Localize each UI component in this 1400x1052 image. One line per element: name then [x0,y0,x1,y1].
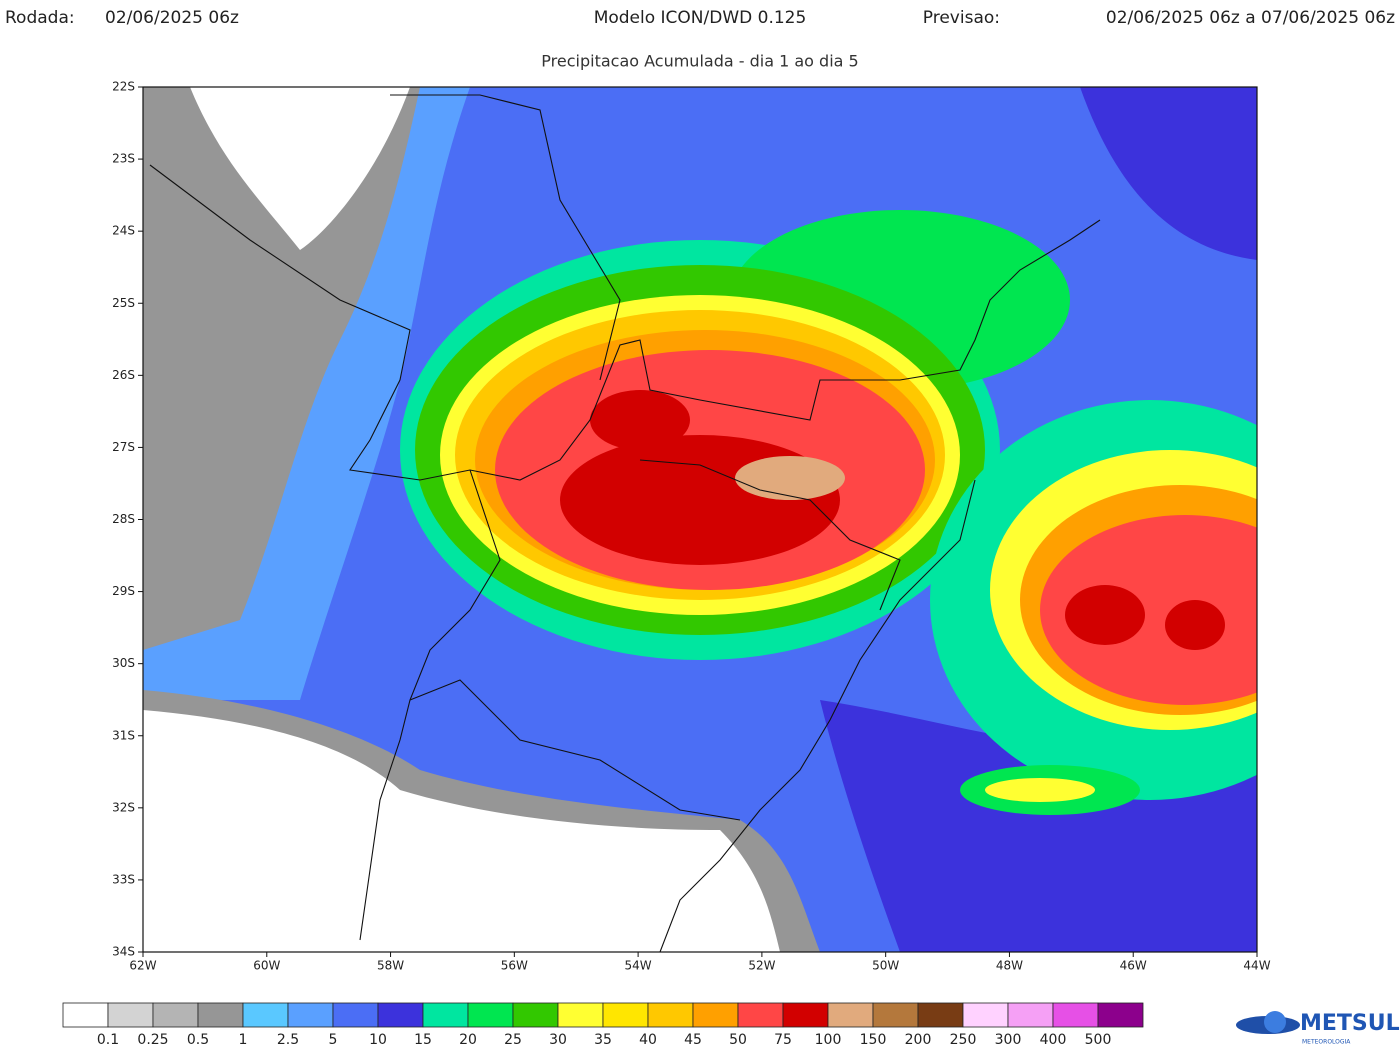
map-subtitle: Precipitacao Acumulada - dia 1 ao dia 5 [541,52,858,71]
forecast-label: Previsao: [923,8,1000,28]
colorbar-label: 150 [860,1032,887,1048]
colorbar-label: 400 [1040,1032,1067,1048]
forecast-range: 02/06/2025 06z a 07/06/2025 06z [1106,8,1395,28]
lat-label: 22S [112,80,135,94]
borders [149,94,1101,953]
colorbar-label: 250 [950,1032,977,1048]
colorbar-label: 15 [414,1032,432,1048]
colorbar-label: 35 [594,1032,612,1048]
logo-tagline: METEOROLOGIA [1302,1039,1351,1046]
colorbar-label: 50 [729,1032,747,1048]
lon-label: 54W [625,959,652,973]
colorbar-box [242,1002,289,1028]
colorbar-box [1052,1002,1099,1028]
colorbar: 0.1 0.25 0.5 1 2.5 5 10 15 20 25 30 35 40 45 50 75 100 15… [62,1002,1144,1048]
colorbar-box [962,1002,1009,1028]
colorbar-label: 75 [774,1032,792,1048]
colorbar-box [422,1002,469,1028]
logo: METSUL METEOROLOGIA [1236,1011,1400,1046]
map-axes: 22S23S24S25S26S27S28S29S30S31S32S33S34S6… [112,80,1271,973]
colorbar-box [557,1002,604,1028]
colorbar-label: 45 [684,1032,702,1048]
colorbar-label: 5 [329,1032,338,1048]
colorbar-box [377,1002,424,1028]
colorbar-box [917,1002,964,1028]
run-date: 02/06/2025 06z [105,8,239,28]
colorbar-box [827,1002,874,1028]
colorbar-box [152,1002,199,1028]
colorbar-label: 2.5 [277,1032,299,1048]
colorbar-label: 10 [369,1032,387,1048]
model-name: Modelo ICON/DWD 0.125 [594,8,807,28]
lat-label: 30S [112,656,135,670]
lon-label: 46W [1120,959,1147,973]
colorbar-label: 20 [459,1032,477,1048]
precipitation-field [143,87,1257,952]
colorbar-box [692,1002,739,1028]
lon-label: 62W [129,959,156,973]
colorbar-box [602,1002,649,1028]
colorbar-box [467,1002,514,1028]
lat-label: 31S [112,728,135,742]
lon-label: 60W [253,959,280,973]
lon-label: 56W [501,959,528,973]
lat-label: 29S [112,584,135,598]
colorbar-box [107,1002,154,1028]
colorbar-label: 1 [239,1032,248,1048]
lat-label: 32S [112,800,135,814]
colorbar-label: 0.1 [97,1032,119,1048]
colorbar-label: 300 [995,1032,1022,1048]
logo-name: METSUL [1300,1011,1400,1036]
colorbar-label: 200 [905,1032,932,1048]
colorbar-label: 0.25 [137,1032,168,1048]
lon-label: 48W [996,959,1023,973]
lat-label: 28S [112,512,135,526]
lat-label: 27S [112,440,135,454]
lon-label: 52W [748,959,775,973]
colorbar-label: 100 [815,1032,842,1048]
colorbar-label: 0.5 [187,1032,209,1048]
colorbar-box [647,1002,694,1028]
colorbar-box [1007,1002,1054,1028]
colorbar-box [197,1002,244,1028]
colorbar-box [62,1002,109,1028]
colorbar-label: 40 [639,1032,657,1048]
lon-label: 44W [1243,959,1270,973]
colorbar-box [332,1002,379,1028]
colorbar-label: 30 [549,1032,567,1048]
lon-label: 50W [872,959,899,973]
lat-label: 26S [112,368,135,382]
colorbar-box [782,1002,829,1028]
colorbar-label: 500 [1085,1032,1112,1048]
lat-label: 33S [112,872,135,886]
run-label: Rodada: [5,8,75,28]
colorbar-box [737,1002,784,1028]
lat-label: 23S [112,152,135,166]
colorbar-box [287,1002,334,1028]
colorbar-box [512,1002,559,1028]
lat-label: 24S [112,224,135,238]
lon-label: 58W [377,959,404,973]
colorbar-box [1097,1002,1144,1028]
colorbar-label: 25 [504,1032,522,1048]
lat-label: 34S [112,945,135,959]
lat-label: 25S [112,296,135,310]
colorbar-box [872,1002,919,1028]
